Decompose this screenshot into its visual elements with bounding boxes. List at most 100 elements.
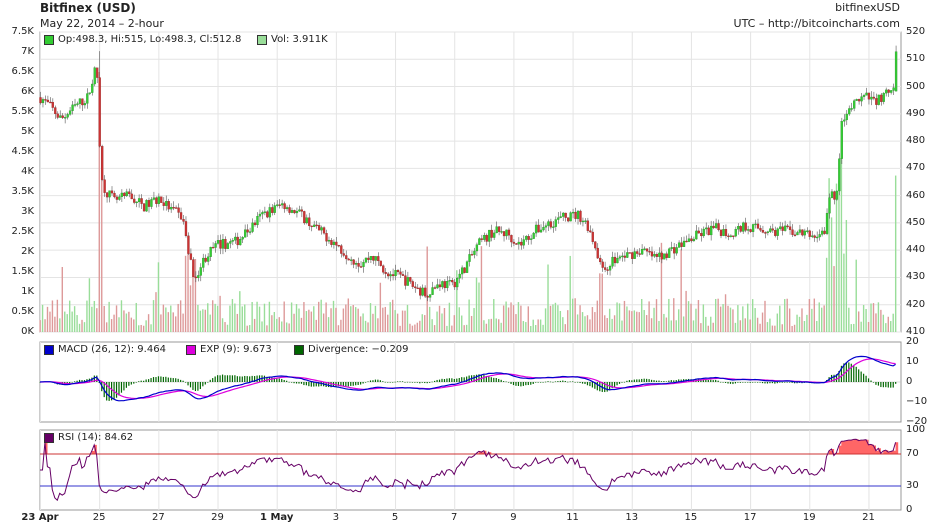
- candle: [601, 261, 604, 268]
- divergence-bar: [229, 375, 231, 382]
- divergence-bar: [586, 382, 589, 386]
- ohlc-legend-text: Op:498.3, Hi:515, Lo:498.3, Cl:512.8: [58, 34, 242, 45]
- volume-bar: [761, 312, 764, 332]
- volume-bar: [892, 313, 894, 332]
- volume-bar: [687, 301, 690, 332]
- x-tick-label: 15: [684, 512, 698, 523]
- volume-bar: [475, 277, 478, 332]
- candle: [347, 258, 350, 261]
- candle: [100, 146, 104, 180]
- divergence-bar: [757, 382, 759, 383]
- candle: [155, 197, 158, 204]
- volume-bar: [853, 323, 855, 332]
- volume-bar: [125, 313, 128, 332]
- divergence-bar: [675, 380, 677, 382]
- candle: [737, 226, 740, 230]
- volume-bar: [485, 323, 488, 332]
- candle: [428, 294, 432, 298]
- candle: [889, 90, 893, 93]
- volume-bar: [465, 324, 468, 332]
- volume-bar: [199, 310, 202, 332]
- divergence-bar: [224, 375, 226, 382]
- divergence-bar: [397, 381, 399, 383]
- candle: [835, 190, 839, 200]
- divergence-bar: [838, 371, 840, 382]
- volume-bar: [658, 320, 660, 332]
- divergence-bar: [404, 382, 406, 383]
- candle: [73, 104, 77, 106]
- divergence-bar: [537, 382, 539, 383]
- divergence-bar: [160, 376, 162, 382]
- divergence-bar: [123, 382, 125, 391]
- candle: [680, 242, 683, 247]
- volume-bar: [530, 325, 532, 332]
- candle: [174, 207, 178, 209]
- volume-bar: [330, 308, 332, 332]
- divergence-bar: [288, 381, 290, 383]
- macd-tick-label: 10: [906, 356, 919, 367]
- candle: [714, 223, 718, 229]
- volume-bar: [86, 300, 88, 332]
- volume-bar: [641, 299, 643, 332]
- divergence-bar: [352, 382, 354, 386]
- candle: [359, 266, 363, 268]
- divergence-bar: [461, 377, 463, 382]
- candle: [761, 230, 765, 233]
- volume-bar: [248, 325, 251, 332]
- volume-bar: [838, 180, 840, 332]
- candle: [488, 229, 491, 242]
- candle: [875, 98, 878, 105]
- divergence-bar: [438, 379, 441, 382]
- candle: [618, 256, 622, 259]
- volume-bar: [441, 313, 443, 332]
- divergence-bar: [520, 382, 522, 387]
- candle: [441, 281, 444, 288]
- candle: [142, 203, 146, 212]
- divergence-bar: [406, 381, 409, 383]
- divergence-bar: [226, 375, 229, 382]
- volume-tick-label: 7K: [21, 46, 34, 57]
- divergence-bar: [596, 382, 598, 391]
- candle: [137, 198, 141, 203]
- divergence-bar: [207, 382, 209, 383]
- volume-bar: [285, 322, 288, 332]
- volume-bar: [293, 313, 295, 332]
- divergence-bar: [155, 377, 157, 382]
- volume-bar: [697, 300, 700, 332]
- divergence-bar: [150, 378, 152, 382]
- candle: [172, 207, 175, 209]
- candle: [278, 204, 281, 206]
- divergence-bar: [510, 382, 512, 384]
- divergence-bar: [246, 376, 248, 382]
- volume-bar: [828, 178, 830, 332]
- divergence-bar: [192, 382, 194, 390]
- volume-bar: [443, 308, 446, 332]
- candle: [133, 198, 136, 203]
- divergence-bar: [786, 382, 788, 383]
- candle: [295, 210, 299, 214]
- divergence-bar: [478, 374, 480, 382]
- divergence-bar: [877, 382, 880, 386]
- candle: [623, 255, 627, 258]
- candle: [273, 205, 276, 213]
- volume-bar: [214, 303, 216, 332]
- candle: [591, 231, 594, 242]
- divergence-bar: [251, 375, 253, 382]
- divergence-bar: [170, 377, 172, 382]
- divergence-bar: [613, 382, 616, 387]
- candle: [633, 251, 636, 259]
- divergence-bar: [559, 380, 561, 382]
- candle: [571, 211, 575, 214]
- candle: [732, 235, 735, 237]
- rsi-panel-frame: [39, 429, 902, 511]
- divergence-bar: [175, 378, 177, 382]
- volume-bar: [606, 318, 608, 332]
- divergence-bar: [76, 380, 78, 382]
- volume-bar: [157, 262, 160, 332]
- candle: [325, 233, 328, 242]
- candle: [337, 244, 340, 247]
- volume-bar: [821, 307, 823, 332]
- candle: [779, 226, 782, 229]
- x-tick-label: 29: [211, 512, 224, 523]
- candle: [51, 102, 54, 108]
